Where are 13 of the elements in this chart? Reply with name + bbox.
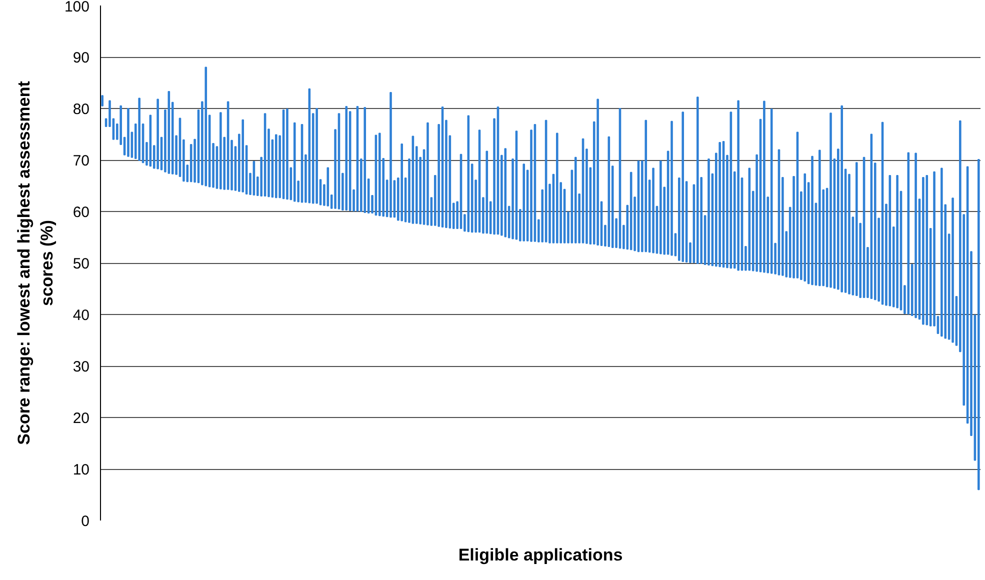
y-tick-label: 50 — [72, 256, 90, 272]
x-axis-title: Eligible applications — [458, 546, 623, 564]
y-tick-label: 0 — [81, 513, 90, 530]
y-tick-label: 90 — [72, 50, 90, 66]
y-tick-label: 100 — [64, 0, 90, 16]
y-tick-label: 70 — [72, 152, 90, 170]
y-tick-label: 80 — [72, 101, 90, 118]
y-tick-label: 20 — [72, 410, 90, 427]
y-tick-label: 30 — [72, 358, 90, 376]
y-tick-label: 40 — [72, 307, 90, 324]
y-tick-label: 10 — [72, 462, 90, 478]
y-tick-label: 60 — [72, 204, 90, 221]
y-axis-title: Score range: lowest and highest assessment scores (%) — [14, 80, 56, 445]
